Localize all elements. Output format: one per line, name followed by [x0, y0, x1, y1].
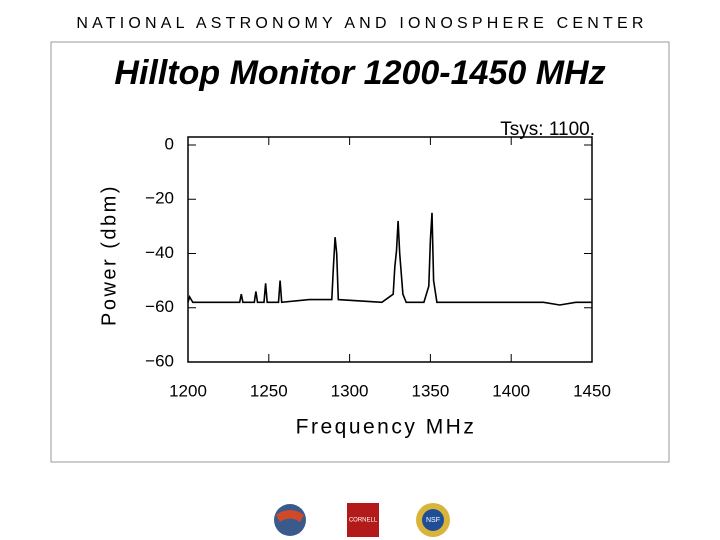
logo-nsf-inner [422, 509, 444, 531]
x-tick-label: 1250 [250, 381, 288, 400]
logo-naic [274, 504, 306, 536]
spectrum-line [187, 212, 592, 306]
y-tick-label: 0 [165, 134, 174, 153]
logo-cornell [347, 503, 379, 537]
logo-text: CORNELL [349, 518, 378, 524]
logo-text: NSF [426, 517, 440, 524]
x-tick-label: 1450 [573, 381, 611, 400]
x-tick-label: 1300 [331, 381, 369, 400]
x-axis-label: Frequency MHz [296, 416, 477, 439]
y-axis-label: Power (dbm) [98, 184, 120, 326]
x-tick-label: 1200 [169, 381, 207, 400]
y-tick-label: −40 [145, 243, 174, 262]
chart-title: Hilltop Monitor 1200-1450 MHz [114, 54, 605, 92]
y-tick-label: −60 [145, 351, 174, 370]
logo-naic-arc [276, 510, 304, 522]
header: NATIONAL ASTRONOMY AND IONOSPHERE CENTER [76, 15, 647, 32]
y-tick-label: −20 [145, 189, 174, 208]
x-tick-label: 1400 [492, 381, 530, 400]
frame [50, 41, 670, 463]
plot-frame [187, 136, 593, 363]
logos: CORNELL NSF [274, 503, 450, 537]
y-tick-label: −60 [145, 297, 174, 316]
annotation: Tsys: 1100. [500, 119, 595, 140]
x-tick-label: 1350 [411, 381, 449, 400]
